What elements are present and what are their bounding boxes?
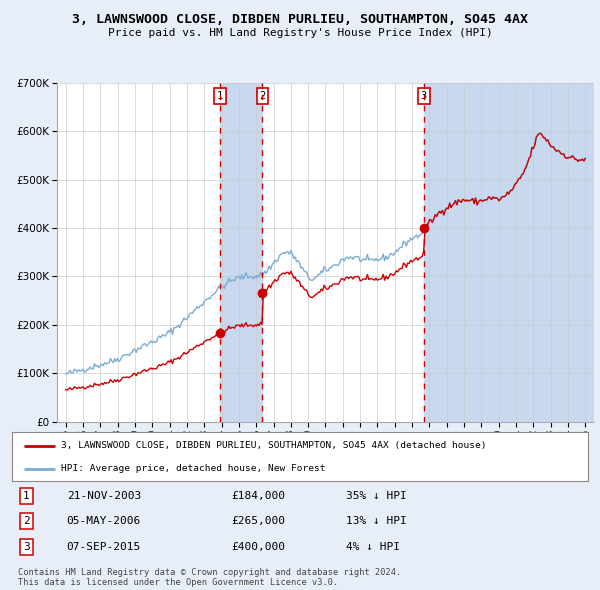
Text: 2: 2 xyxy=(23,516,30,526)
Text: HPI: Average price, detached house, New Forest: HPI: Average price, detached house, New … xyxy=(61,464,325,473)
Bar xyxy=(220,83,262,422)
Text: £184,000: £184,000 xyxy=(231,491,285,501)
Text: 3: 3 xyxy=(421,91,427,101)
Text: 3, LAWNSWOOD CLOSE, DIBDEN PURLIEU, SOUTHAMPTON, SO45 4AX (detached house): 3, LAWNSWOOD CLOSE, DIBDEN PURLIEU, SOUT… xyxy=(61,441,487,450)
Text: 21-NOV-2003: 21-NOV-2003 xyxy=(67,491,141,501)
Text: 3, LAWNSWOOD CLOSE, DIBDEN PURLIEU, SOUTHAMPTON, SO45 4AX: 3, LAWNSWOOD CLOSE, DIBDEN PURLIEU, SOUT… xyxy=(72,13,528,26)
Text: 35% ↓ HPI: 35% ↓ HPI xyxy=(346,491,407,501)
Text: 4% ↓ HPI: 4% ↓ HPI xyxy=(346,542,400,552)
Text: 1: 1 xyxy=(23,491,30,501)
Text: £400,000: £400,000 xyxy=(231,542,285,552)
Text: 1: 1 xyxy=(217,91,223,101)
Bar xyxy=(424,83,594,422)
Text: £265,000: £265,000 xyxy=(231,516,285,526)
Text: Price paid vs. HM Land Registry's House Price Index (HPI): Price paid vs. HM Land Registry's House … xyxy=(107,28,493,38)
Text: 07-SEP-2015: 07-SEP-2015 xyxy=(67,542,141,552)
Text: 13% ↓ HPI: 13% ↓ HPI xyxy=(346,516,407,526)
Text: Contains HM Land Registry data © Crown copyright and database right 2024.
This d: Contains HM Land Registry data © Crown c… xyxy=(18,568,401,587)
Text: 05-MAY-2006: 05-MAY-2006 xyxy=(67,516,141,526)
Text: 2: 2 xyxy=(259,91,265,101)
Text: 3: 3 xyxy=(23,542,30,552)
